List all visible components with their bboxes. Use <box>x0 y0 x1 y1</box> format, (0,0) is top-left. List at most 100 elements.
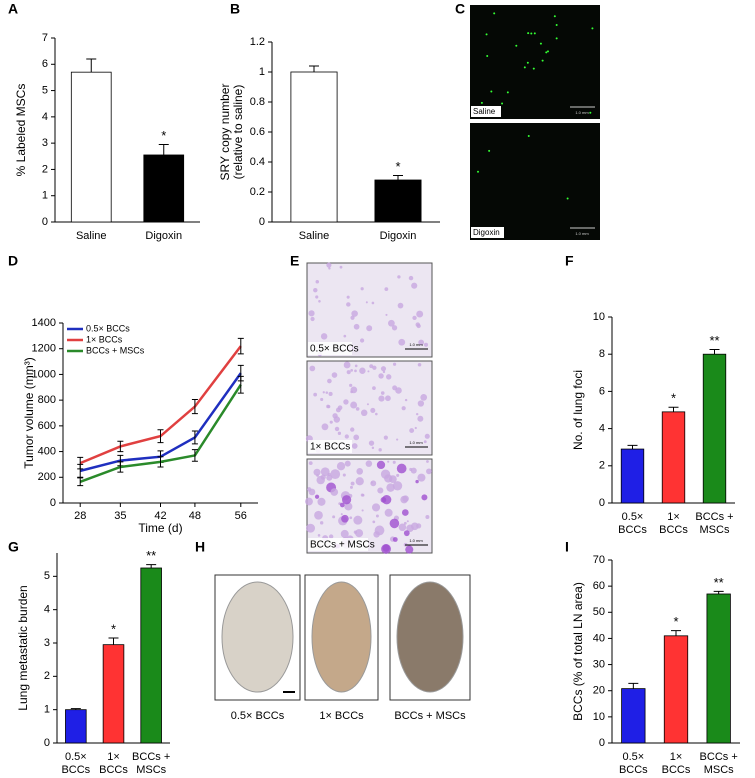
x-tick-label: Saline <box>76 230 107 242</box>
x-tick-label: BCCs + <box>700 751 738 763</box>
significance: * <box>395 159 400 174</box>
tissue <box>328 267 331 270</box>
cell-dot <box>527 135 530 138</box>
label-box <box>308 342 352 355</box>
tissue <box>337 405 343 411</box>
tissue <box>343 361 351 369</box>
label-box <box>471 227 504 238</box>
tissue <box>354 364 358 368</box>
tissue <box>334 426 340 432</box>
tissue <box>353 434 360 441</box>
tissue <box>411 282 418 289</box>
tissue <box>384 508 393 517</box>
tissue <box>401 509 409 516</box>
x-tick-label: BCCs + <box>695 511 733 523</box>
tissue <box>418 339 425 346</box>
cell-dot <box>539 42 542 45</box>
tissue <box>329 420 333 424</box>
image-label: Digoxin <box>473 228 500 237</box>
legend-label: BCCs + MSCs <box>86 345 145 355</box>
y-tick-label: 70 <box>593 554 605 566</box>
tissue <box>349 485 353 489</box>
label-box <box>471 106 501 117</box>
tissue <box>370 480 377 487</box>
tissue <box>383 435 388 440</box>
tissue <box>332 413 338 419</box>
tissue <box>342 473 346 477</box>
cell-dot <box>485 33 488 36</box>
tissue <box>404 398 408 402</box>
x-tick-label: BCCs <box>662 764 691 773</box>
tissue <box>398 523 407 532</box>
y-tick-label: 2 <box>599 460 605 472</box>
tissue <box>308 461 313 466</box>
y-tick-label: 1400 <box>32 317 56 329</box>
error-bar <box>157 429 164 444</box>
error-bar <box>77 477 84 487</box>
bar <box>140 567 162 744</box>
tissue <box>416 310 424 318</box>
tissue <box>343 334 347 338</box>
cell-dot <box>532 67 535 70</box>
panel-letter: G <box>8 539 19 555</box>
tissue <box>332 515 336 519</box>
significance: * <box>161 128 166 143</box>
tissue <box>417 400 425 407</box>
tissue <box>403 530 410 537</box>
tissue <box>378 448 382 452</box>
tissue <box>396 463 407 474</box>
tissue <box>416 323 421 329</box>
tissue <box>423 342 429 347</box>
tissue <box>377 487 384 494</box>
x-tick-label: 48 <box>189 510 201 522</box>
panel-letter: E <box>290 253 299 269</box>
y-tick-label: 800 <box>38 394 56 406</box>
lymph-node <box>396 581 464 693</box>
x-tick-label: Digoxin <box>145 230 182 242</box>
tissue <box>331 372 338 378</box>
tissue <box>310 316 315 322</box>
tissue <box>330 469 341 479</box>
y-tick-label: 0 <box>44 737 50 749</box>
error-bar <box>709 349 720 355</box>
y-tick-label: 10 <box>593 711 605 723</box>
tissue <box>410 522 419 531</box>
tissue <box>420 394 428 401</box>
tissue <box>417 362 422 367</box>
error-bar <box>393 175 403 180</box>
tissue <box>381 494 392 505</box>
scale-label: 1.0 mm <box>575 231 589 236</box>
tissue <box>339 502 345 508</box>
tissue <box>314 494 320 499</box>
y-axis-label: SRY copy number <box>218 84 232 181</box>
tissue <box>326 262 332 268</box>
tissue <box>320 397 324 401</box>
x-tick-label: BCCs + <box>132 751 170 763</box>
bar <box>65 709 87 744</box>
error-bar <box>191 449 198 462</box>
cell-dot <box>533 32 536 35</box>
y-axis-label: Lung metastatic burden <box>16 585 30 710</box>
cell-dot <box>527 32 530 35</box>
y-tick-label: 200 <box>38 471 56 483</box>
x-tick-label: 1× <box>107 751 120 763</box>
legend-label: 0.5× BCCs <box>86 323 130 333</box>
cell-dot <box>566 197 569 200</box>
error-bar <box>309 65 319 72</box>
tissue <box>421 494 428 501</box>
bar <box>143 154 185 223</box>
tissue <box>426 468 432 475</box>
tissue <box>392 537 398 542</box>
tissue <box>385 395 391 402</box>
error-bar <box>108 637 119 645</box>
tissue <box>353 515 363 525</box>
tissue <box>356 468 364 475</box>
error-bar <box>191 399 198 415</box>
tissue <box>402 495 409 502</box>
cell-dot <box>493 12 496 15</box>
y-tick-label: 20 <box>593 685 605 697</box>
significance: * <box>111 621 116 636</box>
bar <box>706 593 731 744</box>
image-label: Saline <box>473 107 496 116</box>
bar <box>702 353 727 504</box>
